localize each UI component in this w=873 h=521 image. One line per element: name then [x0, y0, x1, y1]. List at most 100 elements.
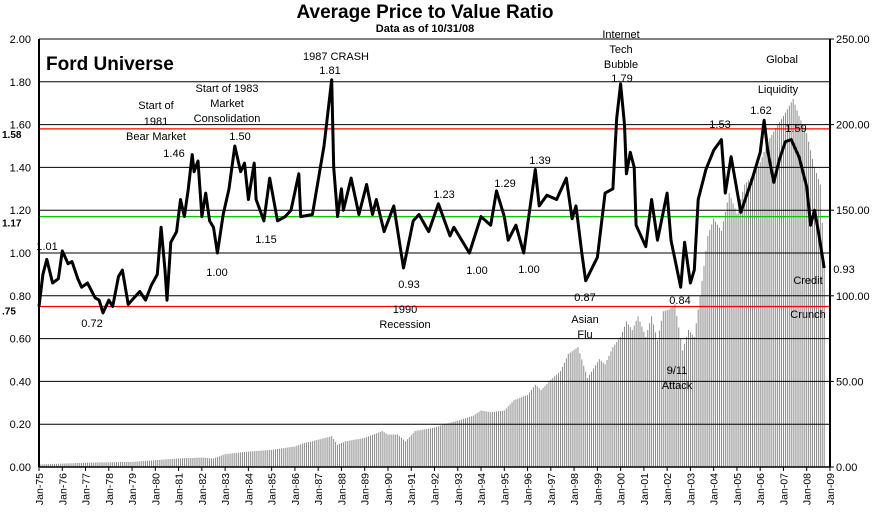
- x-axis-tick-label: Jan-09: [825, 473, 837, 505]
- x-axis-tick-label: Jan-88: [336, 473, 348, 505]
- x-axis-tick-label: Jan-89: [360, 473, 372, 505]
- x-axis-tick-label: Jan-78: [104, 473, 116, 505]
- x-axis-tick-label: Jan-97: [546, 473, 558, 505]
- right-axis-tick-label: 100.00: [836, 291, 870, 303]
- x-axis-tick-label: Jan-81: [174, 473, 186, 505]
- x-axis-tick-label: Jan-04: [709, 473, 721, 505]
- chart-title: Average Price to Value Ratio: [297, 2, 554, 23]
- annotation-label: 1.81: [319, 65, 340, 77]
- annotation-label: 1.00: [466, 265, 487, 277]
- annotation-label: 1.79: [611, 73, 632, 85]
- annotation-label: 1.39: [529, 155, 550, 167]
- annotation-label: 1.53: [709, 119, 730, 131]
- annotation-label: 1987 CRASH: [303, 51, 369, 63]
- annotation-label: Global: [766, 54, 798, 66]
- left-axis-tick-label: 0.20: [10, 419, 31, 431]
- right-axis-tick-label: 150.00: [836, 205, 870, 217]
- annotation-label: 1.59: [785, 123, 806, 135]
- annotation-label: Credit: [793, 275, 822, 287]
- x-axis-tick-label: Jan-77: [81, 473, 93, 505]
- left-axis-tick-label: 0.00: [10, 462, 31, 474]
- x-axis-tick-label: Jan-83: [220, 473, 232, 505]
- x-axis-tick-label: Jan-05: [732, 473, 744, 505]
- annotation-label: Bubble: [604, 59, 638, 71]
- annotation-label: 1.50: [229, 131, 250, 143]
- reference-line-label: 1.17: [2, 219, 22, 230]
- annotation-label: 1.23: [433, 189, 454, 201]
- x-axis-tick-label: Jan-95: [499, 473, 511, 505]
- x-axis-tick-label: Jan-08: [802, 473, 814, 505]
- x-axis-tick-label: Jan-07: [778, 473, 790, 505]
- x-axis-tick-label: Jan-96: [523, 473, 535, 505]
- x-axis-tick-label: Jan-06: [755, 473, 767, 505]
- x-axis-tick-label: Jan-90: [383, 473, 395, 505]
- annotation-label: 0.87: [574, 292, 595, 304]
- annotation-label: Flu: [577, 329, 592, 341]
- x-axis-tick-label: Jan-80: [150, 473, 162, 505]
- x-axis-tick-label: Jan-84: [243, 473, 255, 505]
- annotation-label: 0.93: [833, 264, 854, 276]
- ratio-line: [37, 78, 826, 315]
- x-axis-tick-label: Jan-00: [616, 473, 628, 505]
- left-axis-tick-label: 0.40: [10, 376, 31, 388]
- annotation-label: Internet: [602, 29, 639, 41]
- reference-line-label: .75: [2, 307, 16, 318]
- annotation-label: 0.93: [398, 279, 419, 291]
- annotation-label: Start of 1983: [196, 83, 259, 95]
- x-axis-tick-label: Jan-79: [127, 473, 139, 505]
- ford-universe-label: Ford Universe: [46, 54, 174, 75]
- right-axis-tick-label: 200.00: [836, 120, 870, 132]
- x-axis-tick-label: Jan-87: [313, 473, 325, 505]
- left-axis-tick-label: 1.40: [10, 162, 31, 174]
- right-axis-tick-label: 250.00: [836, 34, 870, 46]
- annotation-label: 1.15: [255, 234, 276, 246]
- annotation-label: 1981: [144, 116, 168, 128]
- x-axis-tick-label: Jan-92: [430, 473, 442, 505]
- right-axis-tick-label: 0.00: [836, 462, 857, 474]
- annotation-label: 1990: [393, 304, 417, 316]
- right-axis-tick-label: 50.00: [836, 376, 864, 388]
- annotation-label: Start of: [138, 100, 174, 112]
- annotation-label: Liquidity: [758, 84, 799, 96]
- annotation-label: 0.72: [81, 318, 102, 330]
- x-axis-tick-label: Jan-76: [57, 473, 69, 505]
- reference-line-label: 1.58: [2, 130, 22, 141]
- annotation-label: Asian: [571, 314, 599, 326]
- annotation-label: 0.84: [669, 295, 690, 307]
- x-axis-tick-label: Jan-91: [406, 473, 418, 505]
- annotations: 1.01 0.72 Start of 1981 Bear Market 1.46 Start…: [36, 29, 854, 392]
- annotation-label: Crunch: [790, 309, 825, 321]
- annotation-label: Recession: [379, 319, 430, 331]
- left-axis-tick-label: 1.20: [10, 205, 31, 217]
- annotation-label: Tech: [609, 44, 632, 56]
- annotation-label: 1.62: [750, 105, 771, 117]
- annotation-label: 1.46: [163, 148, 184, 160]
- left-axis-tick-label: 2.00: [10, 34, 31, 46]
- axes: 0.00 0.20 0.40 0.60 0.80 1.00 1.20 1.40 1.60 1.80…: [10, 34, 870, 505]
- left-axis-tick-label: 1.00: [10, 248, 31, 260]
- x-axis-tick-label: Jan-94: [476, 473, 488, 505]
- index-bars: [38, 98, 825, 467]
- annotation-label: Consolidation: [194, 113, 261, 125]
- left-axis-tick-label: 1.60: [10, 120, 31, 132]
- x-axis-tick-label: Jan-98: [569, 473, 581, 505]
- x-axis-tick-label: Jan-75: [34, 473, 46, 505]
- annotation-label: 1.00: [518, 264, 539, 276]
- x-axis-tick-label: Jan-01: [639, 473, 651, 505]
- annotation-label: Attack: [662, 380, 693, 392]
- annotation-label: 1.00: [206, 267, 227, 279]
- x-axis-tick-label: Jan-85: [267, 473, 279, 505]
- x-axis-tick-label: Jan-86: [290, 473, 302, 505]
- left-axis-tick-label: 0.80: [10, 291, 31, 303]
- x-axis-tick-label: Jan-03: [685, 473, 697, 505]
- annotation-label: 1.29: [494, 178, 515, 190]
- left-axis-tick-label: 1.80: [10, 77, 31, 89]
- annotation-label: Market: [210, 98, 244, 110]
- chart-subtitle: Data as of 10/31/08: [376, 23, 474, 35]
- x-axis-tick-label: Jan-93: [453, 473, 465, 505]
- annotation-label: Bear Market: [126, 131, 186, 143]
- annotation-label: 1.01: [36, 241, 57, 253]
- x-axis-tick-label: Jan-02: [662, 473, 674, 505]
- annotation-label: 9/11: [667, 365, 688, 377]
